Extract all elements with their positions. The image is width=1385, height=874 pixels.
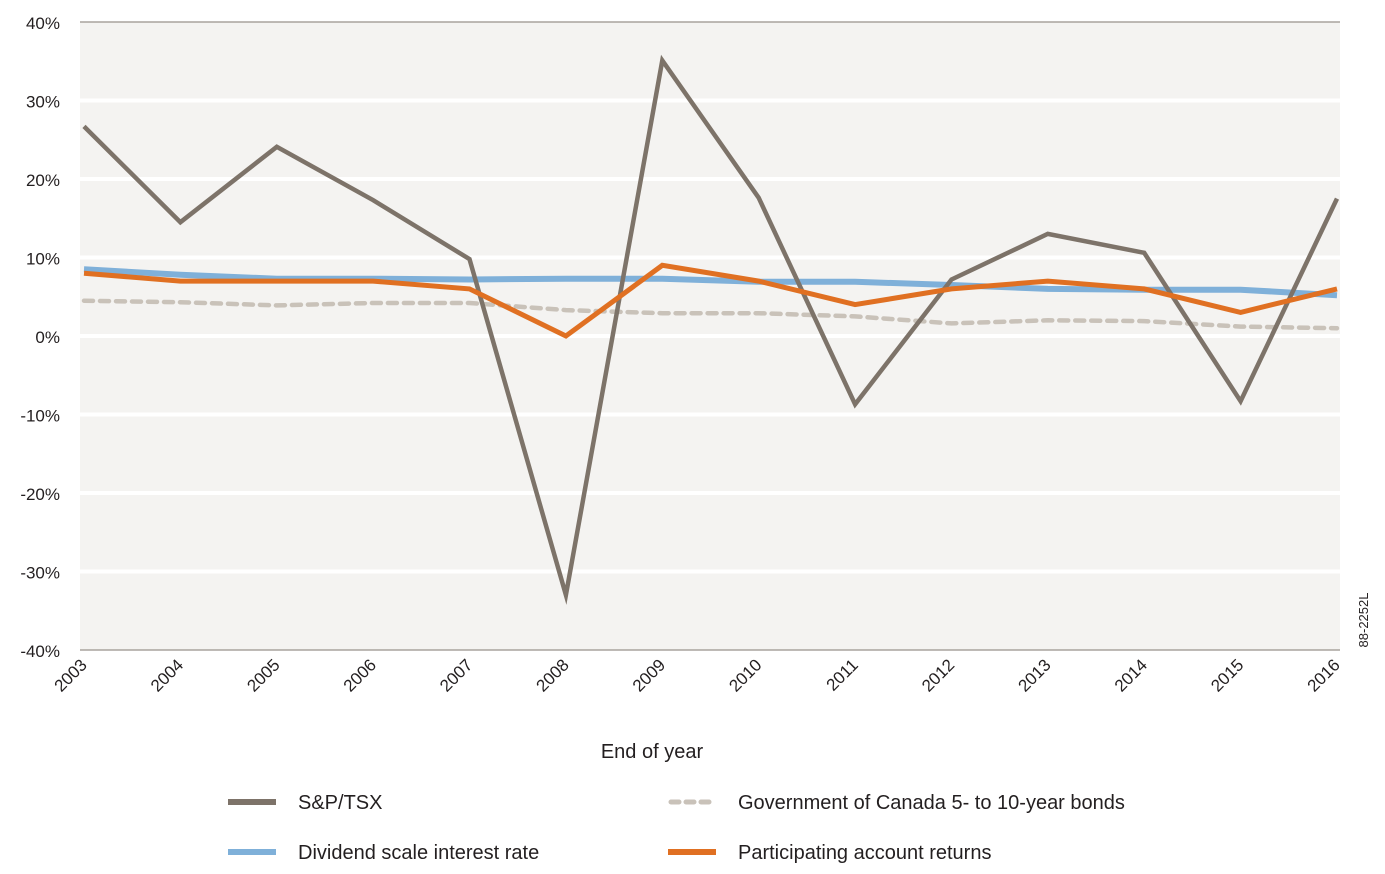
x-tick-label: 2005 (243, 655, 283, 695)
y-tick-label: 10% (26, 250, 60, 269)
y-axis-tick-labels: -40% -30% -20% -10% 0% 10% 20% 30% 40% (20, 14, 60, 661)
y-tick-label: -10% (20, 407, 60, 426)
y-tick-label: 40% (26, 14, 60, 33)
x-tick-label: 2007 (436, 655, 476, 695)
x-tick-label: 2011 (823, 655, 862, 694)
legend-label: Government of Canada 5- to 10-year bonds (738, 792, 1125, 814)
y-tick-label: 20% (26, 171, 60, 190)
series-line-3 (83, 262, 1338, 339)
series-lines (81, 54, 1340, 605)
y-tick-label: 30% (26, 93, 60, 112)
x-axis-label: End of year (601, 741, 704, 763)
x-tick-label: 2008 (533, 655, 573, 695)
x-tick-label: 2006 (340, 655, 380, 695)
side-code: 88-2252L (1356, 593, 1371, 648)
x-tick-label: 2003 (51, 655, 91, 695)
y-tick-label: 0% (35, 328, 60, 347)
legend-label: S&P/TSX (298, 792, 382, 814)
legend: S&P/TSX Government of Canada 5- to 10-yea… (228, 792, 1125, 864)
series-line-0 (82, 54, 1340, 605)
y-tick-label: -40% (20, 642, 60, 661)
x-tick-label: 2015 (1207, 655, 1247, 695)
x-tick-label: 2016 (1304, 655, 1344, 695)
x-axis-tick-labels: 2003 2004 2005 2006 2007 2008 2009 2010 2011 2012… (51, 655, 1344, 695)
y-tick-label: -20% (20, 485, 60, 504)
legend-label: Participating account returns (738, 842, 991, 864)
grid-lines (80, 21, 1340, 651)
y-tick-label: -30% (20, 564, 60, 583)
x-tick-label: 2009 (629, 655, 669, 695)
x-tick-label: 2010 (725, 655, 765, 695)
x-tick-label: 2014 (1111, 655, 1151, 695)
x-tick-label: 2004 (147, 655, 187, 695)
x-tick-label: 2013 (1014, 655, 1054, 695)
x-tick-label: 2012 (918, 655, 958, 695)
legend-label: Dividend scale interest rate (298, 842, 539, 864)
series-line-1 (81, 298, 1340, 331)
